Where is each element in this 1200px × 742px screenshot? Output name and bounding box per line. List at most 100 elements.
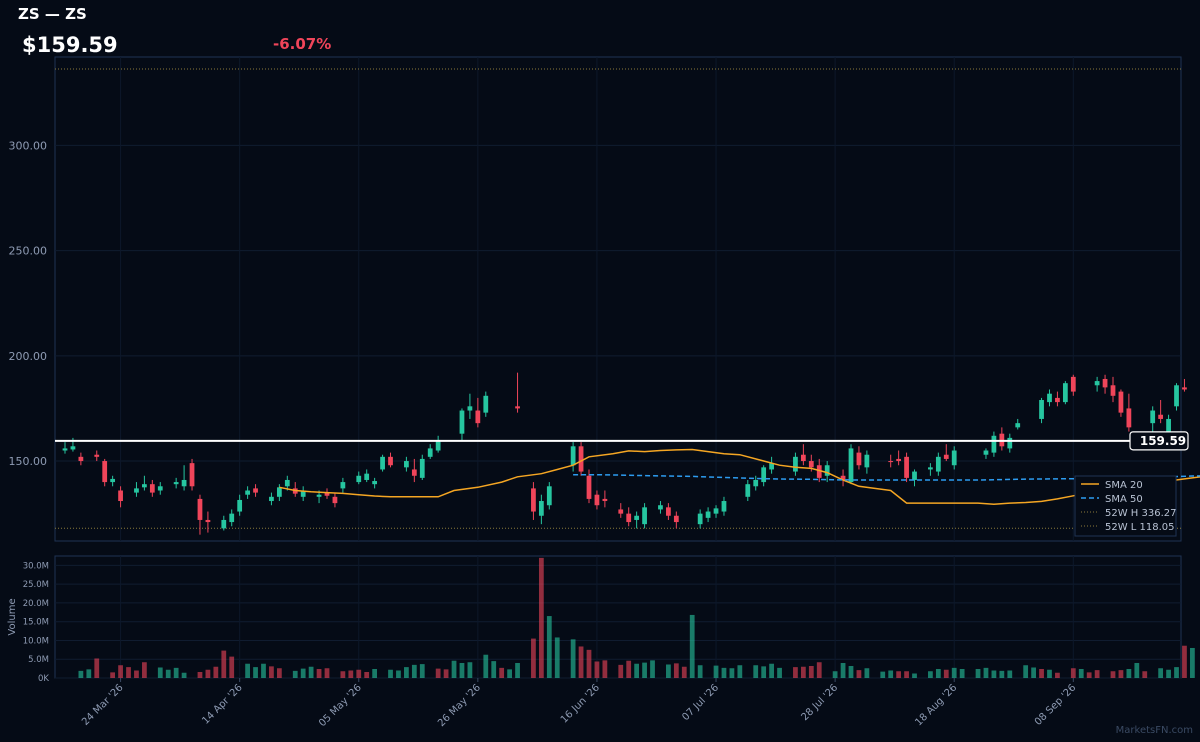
volume-bar (864, 668, 870, 678)
candle-body (602, 498, 608, 502)
candle-body (467, 406, 473, 411)
sma20-line (279, 448, 1200, 505)
candle-body (332, 496, 338, 504)
candle-body (1007, 437, 1013, 449)
candle-body (364, 473, 370, 480)
candle-body (284, 479, 290, 487)
volume-bar (86, 669, 92, 678)
candle-body (935, 456, 941, 472)
volume-y-ticks: 0K 5.0M 10.0M 15.0M 20.0M 25.0M 30.0M (23, 561, 50, 684)
volume-bar (935, 668, 941, 678)
price-y-tick-label: 200.00 (9, 350, 48, 363)
volume-bar (443, 669, 449, 678)
price-y-tick-label: 300.00 (9, 139, 48, 152)
volume-y-tick-label: 15.0M (23, 618, 49, 628)
volume-bar (689, 614, 695, 678)
candle-body (1015, 423, 1021, 428)
candle-body (618, 509, 624, 514)
volume-bar (737, 665, 743, 678)
candle-body (626, 513, 632, 523)
volume-bar (1007, 670, 1013, 678)
legend: SMA 20 SMA 50 52W H 336.27 52W L 118.05 (1074, 475, 1177, 537)
candle-body (276, 487, 282, 497)
candle-body (896, 458, 902, 462)
volume-bar (459, 662, 465, 678)
volume-bar (1094, 670, 1100, 678)
candle-body (110, 478, 116, 483)
candle-body (658, 505, 663, 510)
legend-sma20-label: SMA 20 (1105, 480, 1143, 491)
volume-panel-frame (54, 555, 1182, 679)
candle-body (245, 490, 250, 495)
candle-body (546, 486, 552, 506)
candle-body (157, 486, 163, 491)
candle-body (181, 479, 187, 487)
volume-bar (1134, 662, 1140, 678)
x-tick-label: 08 Sep '26 (1033, 682, 1079, 728)
volume-bar (324, 668, 330, 678)
volume-bar (181, 672, 187, 678)
x-tick-label: 18 Aug '26 (913, 682, 959, 728)
volume-bar (348, 670, 354, 678)
volume-bar (721, 667, 727, 678)
candle-body (721, 501, 727, 512)
volume-bar (681, 666, 687, 678)
volume-bar (991, 670, 997, 678)
volume-bar (777, 667, 782, 678)
volume-y-tick-label: 20.0M (23, 599, 49, 609)
candle-body (340, 482, 346, 489)
price-y-tick-label: 250.00 (9, 245, 48, 258)
volume-bars (78, 557, 1195, 678)
volume-bar (880, 671, 886, 678)
volume-bar (531, 638, 536, 678)
volume-bar (118, 665, 123, 678)
volume-bar (793, 667, 798, 678)
candle-body (594, 494, 600, 506)
candle-body (951, 450, 957, 466)
volume-bar (372, 668, 378, 678)
volume-bar (634, 663, 640, 678)
volume-bar (1182, 645, 1187, 678)
x-tick-label: 26 May '26 (436, 682, 483, 729)
volume-bar (292, 670, 298, 678)
volume-bar (364, 671, 370, 678)
candle-body (475, 410, 481, 424)
volume-bar (340, 671, 346, 678)
volume-bar (1055, 672, 1060, 678)
price-y-ticks: 150.00 200.00 250.00 300.00 (9, 139, 48, 468)
volume-bar (626, 660, 632, 678)
volume-y-tick-label: 5.0M (28, 655, 49, 665)
candle-body (197, 498, 203, 520)
candle-body (1102, 378, 1108, 388)
volume-bar (975, 668, 981, 678)
volume-bar (713, 665, 719, 678)
x-tick-label: 07 Jul '26 (680, 682, 721, 723)
price-panel: 150.00 200.00 250.00 300.00 159.59 (9, 56, 1200, 542)
volume-bar (404, 667, 409, 678)
candle-body (1166, 418, 1171, 440)
candle-body (1047, 393, 1052, 403)
volume-bar (999, 670, 1005, 678)
volume-bar (142, 662, 147, 678)
volume-bar (666, 664, 671, 678)
candle-body (316, 494, 322, 497)
candle-body (1182, 387, 1187, 390)
candle-body (928, 467, 933, 470)
volume-bar (253, 667, 258, 678)
candle-body (570, 446, 576, 466)
volume-bar (538, 557, 544, 678)
x-tick-label: 05 May '26 (317, 682, 364, 729)
last-price-tag: 159.59 (1129, 431, 1189, 451)
volume-y-tick-label: 10.0M (23, 636, 49, 646)
candle-body (808, 461, 814, 468)
candle-body (753, 479, 759, 487)
volume-bar (983, 667, 989, 678)
candle-body (173, 482, 179, 485)
candle-body (221, 519, 227, 529)
candle-body (356, 475, 362, 483)
volume-bar (1031, 667, 1036, 678)
volume-bar (896, 671, 902, 678)
volume-bar (800, 666, 806, 678)
candle-body (134, 488, 139, 493)
